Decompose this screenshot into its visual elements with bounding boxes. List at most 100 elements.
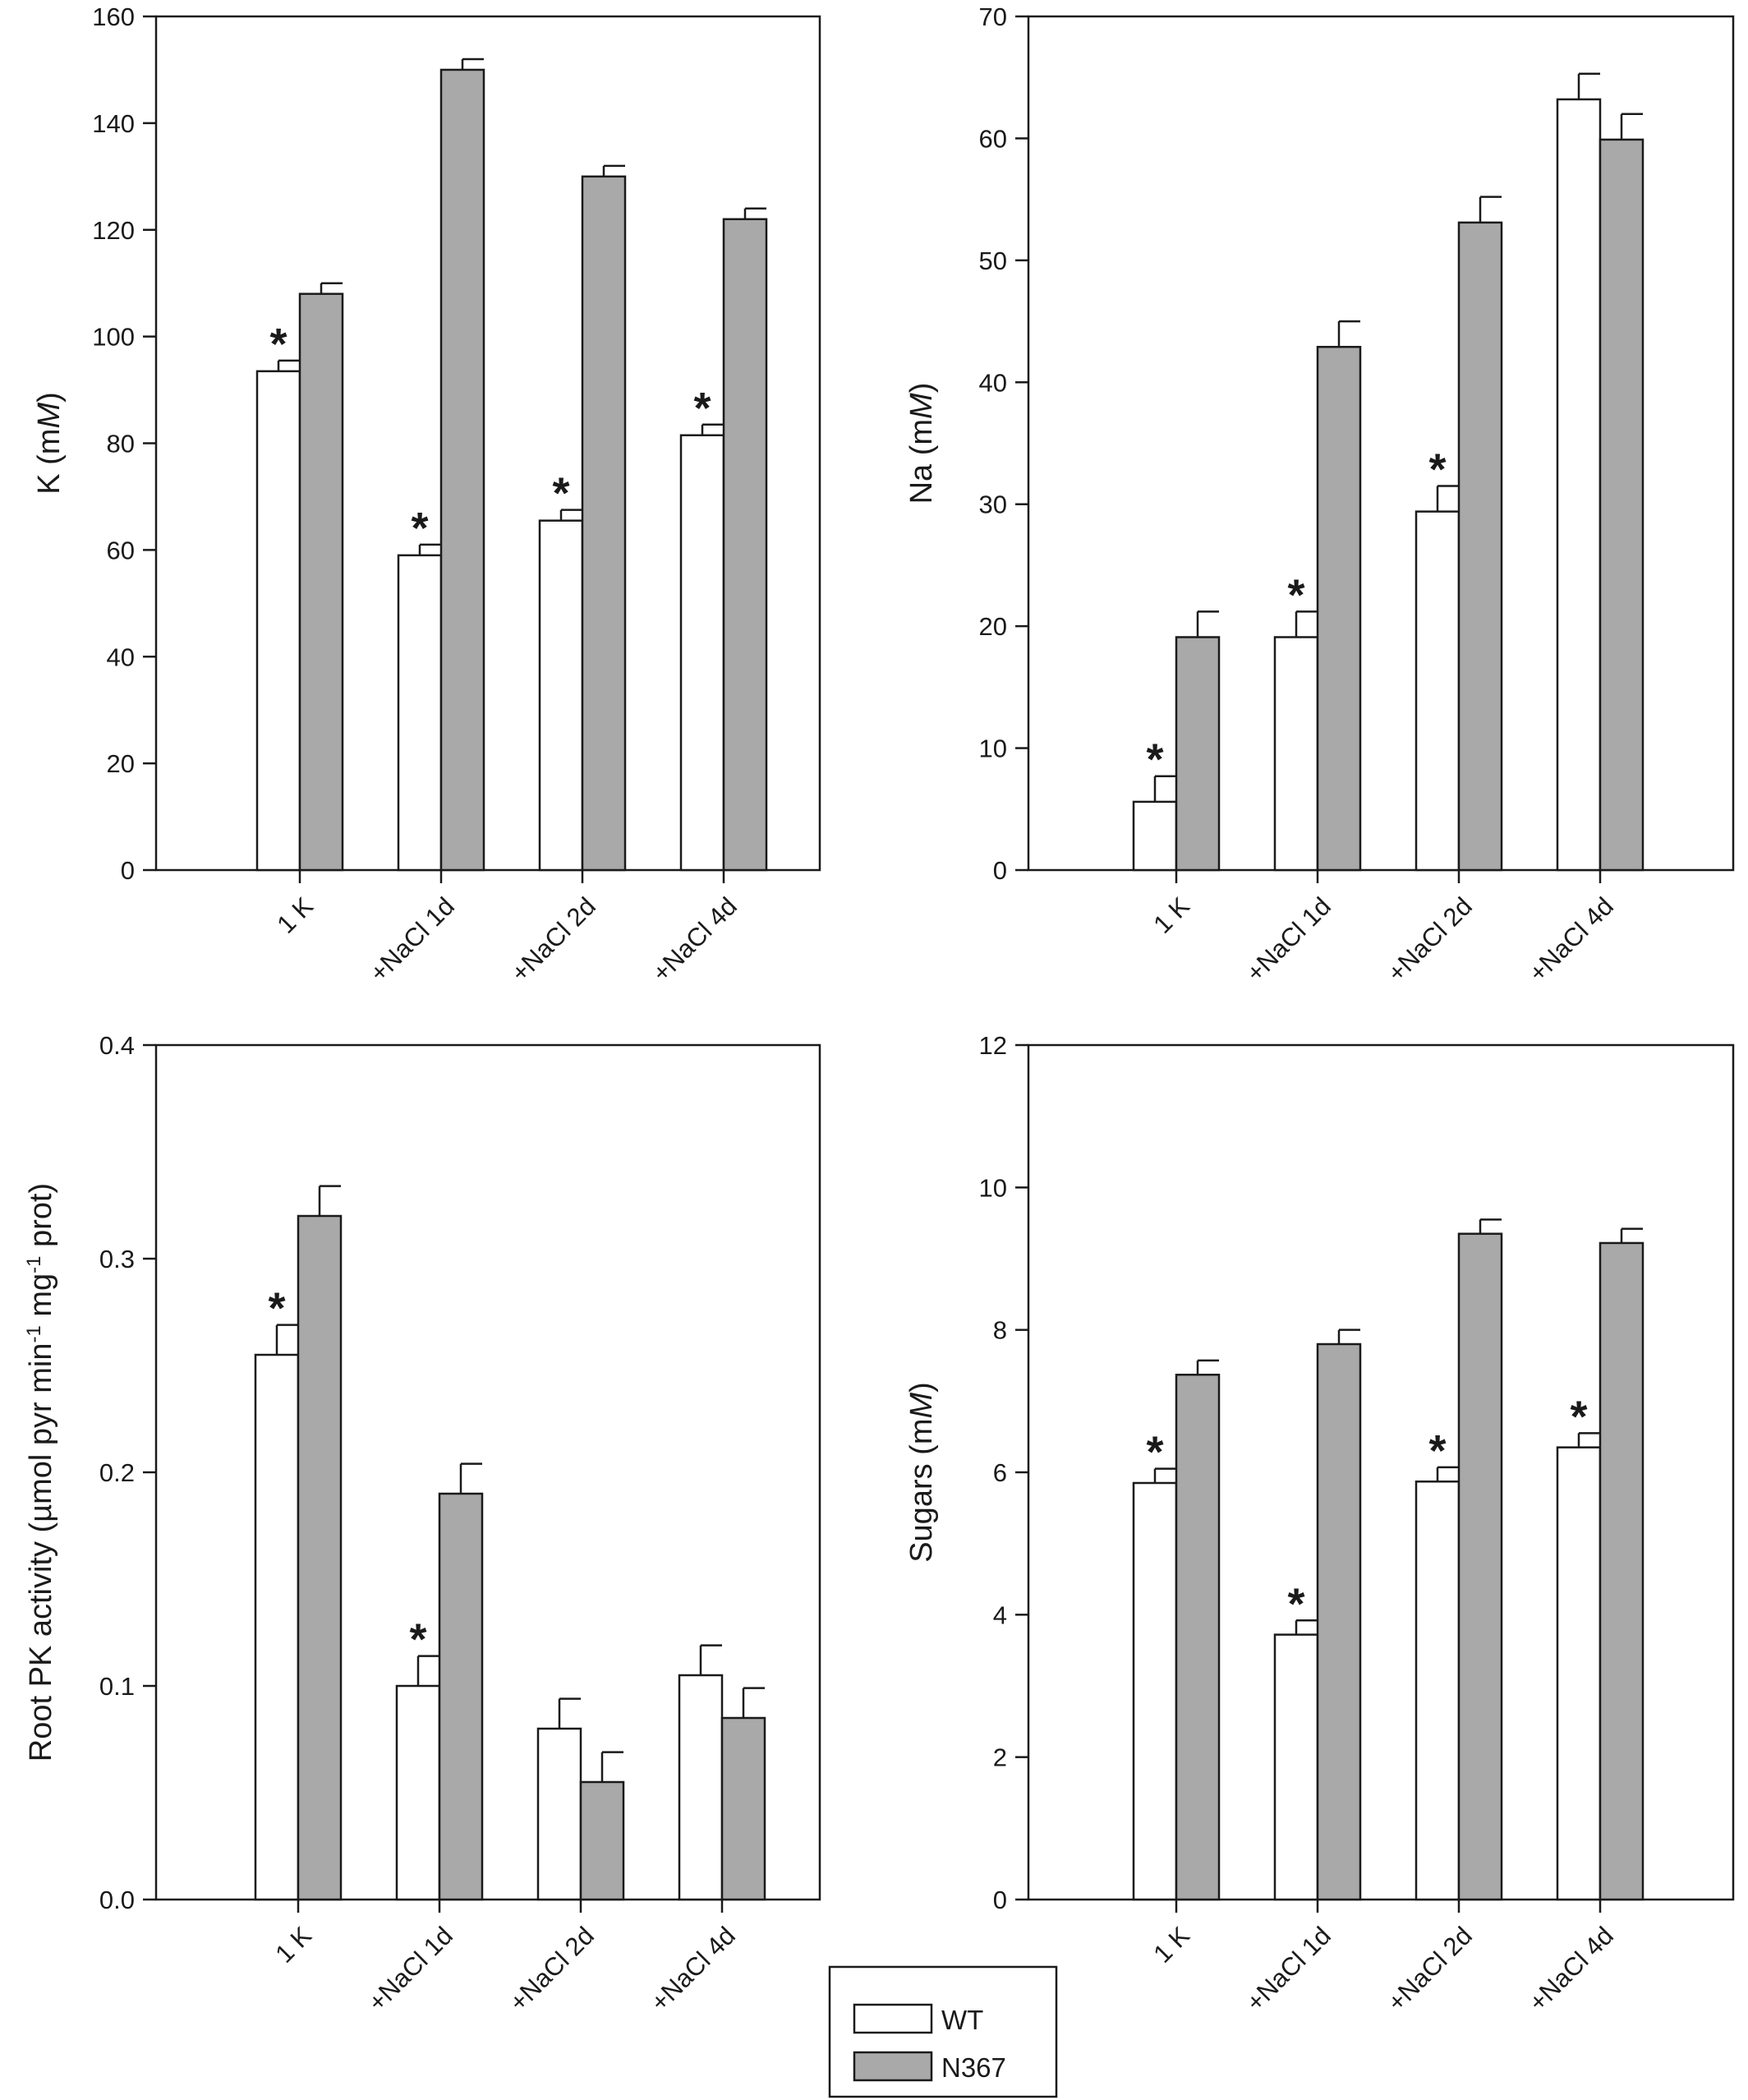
panel-root-pk-chart: 0.0 0.1 0.2 0.3 0.4 Root PK activity (µmol py… <box>23 1031 821 2017</box>
y-tick-label: 60 <box>979 124 1007 153</box>
y-tick-label: 40 <box>107 642 135 671</box>
bar-n367-1-k <box>1175 636 1221 872</box>
x-category-label-nacl-1d: +NaCl 1d <box>1240 1921 1336 2017</box>
y-tick-label: 50 <box>979 246 1007 275</box>
x-category-label-nacl-2d: +NaCl 2d <box>505 891 601 988</box>
y-axis-title: Na (mM) <box>904 383 939 504</box>
bar-n367-nacl-4d <box>720 1716 766 1901</box>
y-tick-label: 0.0 <box>99 1886 135 1914</box>
x-category-label-nacl-1d: +NaCl 1d <box>364 891 460 988</box>
y-tick-label: 30 <box>979 490 1007 519</box>
y-axis-title: Root PK activity (µmol pyr min-1 mg-1 pr… <box>23 1183 59 1762</box>
bar-n367-nacl-1d <box>1316 1342 1362 1901</box>
bar-n367-nacl-4d <box>722 218 768 872</box>
x-category-label-nacl-4d: +NaCl 4d <box>1523 1921 1619 2017</box>
bar-n367-nacl-1d <box>439 68 485 872</box>
y-tick-label: 10 <box>979 1173 1007 1202</box>
legend: WT N367 <box>828 1965 1058 2098</box>
significance-star-wt-nacl-2d: * <box>552 469 569 518</box>
significance-star-wt-nacl-1d: * <box>1287 570 1304 619</box>
x-category-label-nacl-4d: +NaCl 4d <box>645 1921 741 2017</box>
significance-star-wt-nacl-1d: * <box>411 504 428 553</box>
y-tick-label: 6 <box>993 1458 1007 1487</box>
y-tick-label: 80 <box>107 430 135 458</box>
panel-sugars-chart: 0 2 4 6 8 10 12 Sugars (mM) 1 K * +NaCl 1d * +NaCl 2… <box>904 1031 1735 2017</box>
y-tick-label: 12 <box>979 1031 1007 1060</box>
bar-wt-nacl-4d <box>1556 1446 1602 1901</box>
bar-n367-nacl-2d <box>1457 1232 1503 1901</box>
significance-star-wt-1-k: * <box>1146 735 1163 785</box>
y-tick-label: 70 <box>979 2 1007 31</box>
y-tick-label: 0 <box>121 856 135 885</box>
panel-k-chart: 0 20 40 60 80 100 120 140 160 K (mM) 1 K * +NaCl 1d *… <box>32 2 821 988</box>
bar-wt-nacl-4d <box>679 434 725 872</box>
significance-star-wt-nacl-4d: * <box>1570 1392 1587 1441</box>
legend-label-wt: WT <box>941 2005 983 2035</box>
x-category-label-1-k: 1 K <box>271 891 319 939</box>
y-tick-label: 0.4 <box>99 1031 135 1060</box>
bar-wt-nacl-1d <box>395 1684 441 1901</box>
legend-label-n367: N367 <box>941 2052 1006 2083</box>
y-tick-label: 0.1 <box>99 1672 135 1701</box>
y-tick-label: 4 <box>993 1600 1007 1629</box>
x-category-label-nacl-2d: +NaCl 2d <box>1382 891 1478 988</box>
plot-frame <box>1027 15 1735 872</box>
y-tick-label: 40 <box>979 368 1007 397</box>
x-category-label-nacl-4d: +NaCl 4d <box>646 891 743 988</box>
bar-wt-nacl-2d <box>1414 1481 1460 1901</box>
significance-star-wt-1-k: * <box>268 1284 285 1333</box>
significance-star-wt-nacl-2d: * <box>1428 1426 1446 1476</box>
legend-swatch-wt <box>853 2003 933 2034</box>
significance-star-wt-nacl-4d: * <box>693 384 711 433</box>
bar-n367-nacl-2d <box>1457 221 1503 872</box>
significance-star-wt-nacl-1d: * <box>1287 1579 1304 1628</box>
bar-wt-nacl-1d <box>1273 636 1319 872</box>
y-axis-title: K (mM) <box>32 392 67 495</box>
bar-wt-nacl-1d <box>397 554 443 872</box>
bar-wt-nacl-4d <box>1556 98 1602 872</box>
y-tick-label: 120 <box>92 216 135 245</box>
y-axis-title: Sugars (mM) <box>904 1382 939 1563</box>
x-category-label-nacl-4d: +NaCl 4d <box>1523 891 1619 988</box>
bar-wt-nacl-1d <box>1273 1633 1319 1901</box>
y-tick-label: 0.2 <box>99 1458 135 1487</box>
significance-star-wt-1-k: * <box>1146 1428 1163 1477</box>
legend-swatch-n367 <box>853 2051 933 2082</box>
x-category-label-nacl-2d: +NaCl 2d <box>504 1921 600 2017</box>
bar-wt-1-k <box>254 1353 300 1901</box>
significance-star-wt-nacl-1d: * <box>409 1615 426 1665</box>
y-tick-label: 20 <box>107 749 135 778</box>
bar-n367-nacl-1d <box>1316 345 1362 872</box>
significance-star-wt-nacl-2d: * <box>1428 444 1446 494</box>
x-category-label-1-k: 1 K <box>1148 1921 1195 1969</box>
bar-n367-nacl-2d <box>579 1780 625 1901</box>
bar-wt-nacl-2d <box>538 519 584 872</box>
bar-wt-nacl-2d <box>536 1727 582 1901</box>
bar-n367-1-k <box>297 1214 343 1901</box>
y-tick-label: 60 <box>107 536 135 564</box>
bar-n367-nacl-4d <box>1598 138 1644 872</box>
bar-n367-1-k <box>298 292 344 872</box>
bar-n367-nacl-2d <box>581 175 627 872</box>
x-category-label-nacl-2d: +NaCl 2d <box>1382 1921 1478 2017</box>
y-tick-label: 20 <box>979 612 1007 641</box>
x-category-label-nacl-1d: +NaCl 1d <box>1240 891 1336 988</box>
bar-wt-1-k <box>1132 1481 1178 1901</box>
y-tick-label: 100 <box>92 323 135 352</box>
y-tick-label: 2 <box>993 1743 1007 1772</box>
bar-wt-1-k <box>1132 800 1178 872</box>
bar-n367-nacl-4d <box>1598 1241 1644 1901</box>
y-tick-label: 0 <box>993 1886 1007 1914</box>
significance-star-wt-1-k: * <box>269 320 287 369</box>
panel-na-chart: 0 10 20 30 40 50 60 70 Na (mM) 1 K * +NaCl 1d * +NaCl… <box>904 2 1735 988</box>
x-category-label-1-k: 1 K <box>269 1921 317 1969</box>
y-tick-label: 0.3 <box>99 1245 135 1273</box>
bar-n367-nacl-1d <box>438 1492 484 1901</box>
bar-wt-nacl-4d <box>678 1674 724 1901</box>
y-tick-label: 8 <box>993 1316 1007 1345</box>
y-tick-label: 160 <box>92 2 135 31</box>
bar-wt-nacl-2d <box>1414 510 1460 872</box>
y-tick-label: 10 <box>979 735 1007 763</box>
bar-wt-1-k <box>255 370 301 872</box>
